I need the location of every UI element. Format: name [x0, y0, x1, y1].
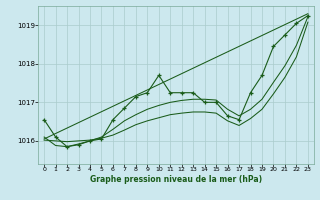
X-axis label: Graphe pression niveau de la mer (hPa): Graphe pression niveau de la mer (hPa): [90, 175, 262, 184]
